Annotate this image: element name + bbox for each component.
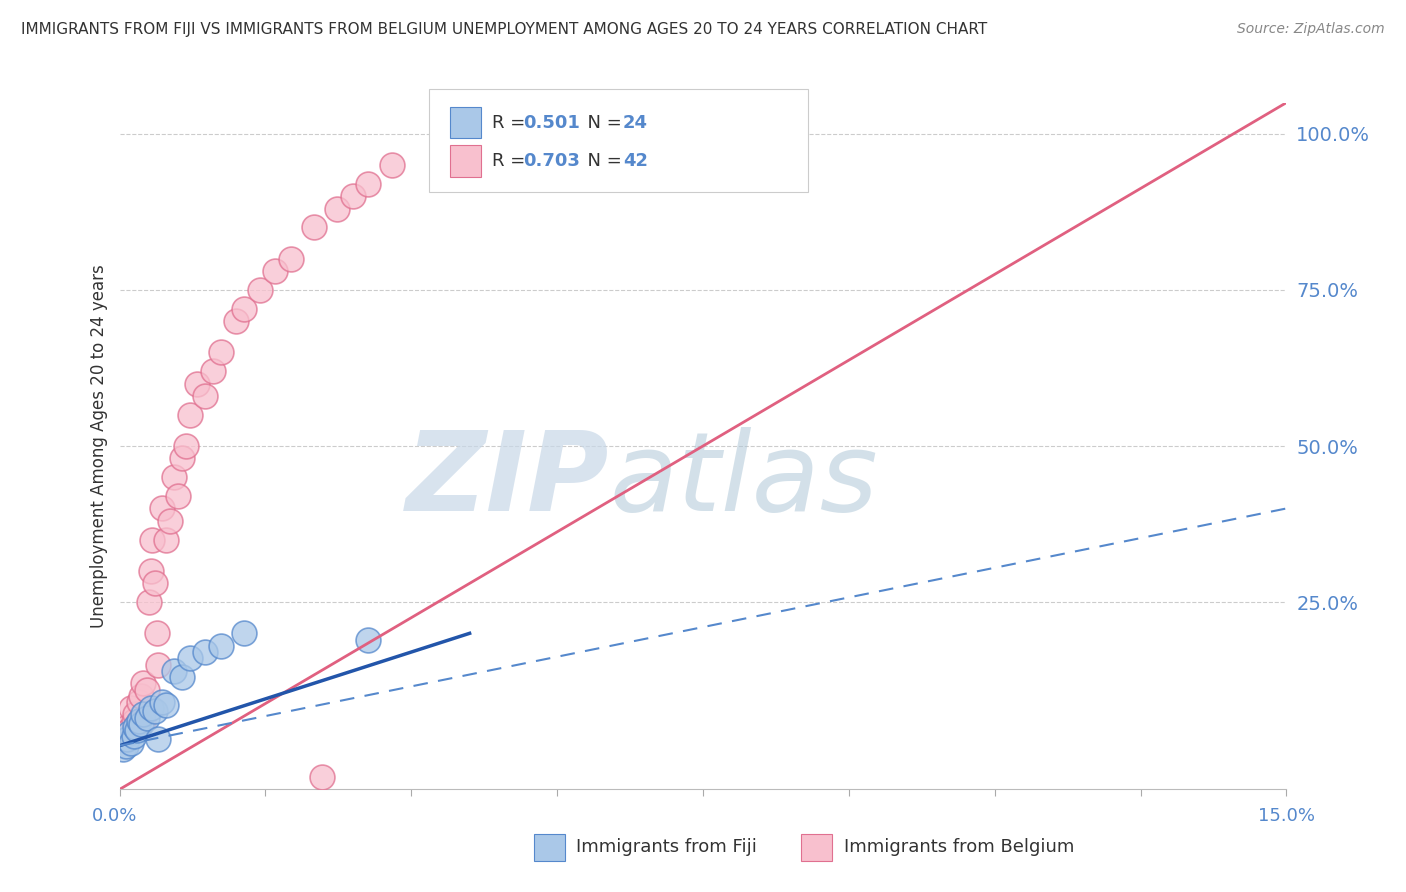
Point — [148, 657, 170, 672]
Point — [326, 202, 349, 216]
Text: Source: ZipAtlas.com: Source: ZipAtlas.com — [1237, 22, 1385, 37]
Point — [170, 670, 193, 684]
Point — [122, 730, 145, 744]
Point — [159, 514, 181, 528]
Point — [194, 645, 217, 659]
Y-axis label: Unemployment Among Ages 20 to 24 years: Unemployment Among Ages 20 to 24 years — [90, 264, 108, 628]
Point — [155, 533, 177, 547]
Point — [209, 639, 232, 653]
Point — [118, 723, 141, 737]
Point — [139, 701, 162, 715]
Point — [150, 501, 173, 516]
Text: R =: R = — [492, 152, 531, 170]
Point — [233, 626, 256, 640]
Point — [114, 739, 136, 753]
Point — [124, 707, 146, 722]
Point — [135, 710, 157, 724]
Text: ZIP: ZIP — [406, 427, 610, 533]
Point — [114, 726, 136, 740]
Point — [357, 177, 380, 191]
Point — [117, 720, 139, 734]
Point — [174, 439, 197, 453]
Point — [124, 720, 146, 734]
Point — [150, 695, 173, 709]
Text: atlas: atlas — [610, 427, 879, 533]
Point — [120, 735, 142, 749]
Point — [148, 732, 170, 747]
Point — [163, 664, 186, 678]
Text: 42: 42 — [623, 152, 648, 170]
Text: IMMIGRANTS FROM FIJI VS IMMIGRANTS FROM BELGIUM UNEMPLOYMENT AMONG AGES 20 TO 24: IMMIGRANTS FROM FIJI VS IMMIGRANTS FROM … — [21, 22, 987, 37]
Text: 0.501: 0.501 — [523, 113, 579, 132]
Text: N =: N = — [576, 152, 628, 170]
Point — [249, 283, 271, 297]
Point — [280, 252, 302, 266]
Point — [138, 595, 160, 609]
Point — [233, 301, 256, 316]
Point — [143, 705, 166, 719]
Point — [155, 698, 177, 712]
Point — [120, 701, 142, 715]
Text: Immigrants from Fiji: Immigrants from Fiji — [576, 838, 758, 856]
Text: R =: R = — [492, 113, 531, 132]
Point — [129, 689, 152, 703]
Point — [139, 564, 162, 578]
Text: 0.0%: 0.0% — [91, 807, 136, 825]
Point — [132, 676, 155, 690]
Text: 15.0%: 15.0% — [1257, 807, 1315, 825]
Point — [122, 714, 145, 728]
Point — [117, 732, 139, 747]
Point — [135, 682, 157, 697]
Point — [146, 626, 169, 640]
Point — [342, 189, 364, 203]
Point — [129, 717, 152, 731]
Point — [302, 220, 325, 235]
Point — [225, 314, 247, 328]
Point — [186, 376, 208, 391]
Point — [179, 651, 201, 665]
Point — [141, 533, 163, 547]
Point — [125, 717, 148, 731]
Point — [112, 742, 135, 756]
Text: 0.703: 0.703 — [523, 152, 579, 170]
Text: Immigrants from Belgium: Immigrants from Belgium — [844, 838, 1074, 856]
Point — [125, 723, 148, 737]
Point — [264, 264, 287, 278]
Point — [143, 576, 166, 591]
Point — [166, 489, 188, 503]
Text: N =: N = — [576, 113, 628, 132]
Point — [179, 408, 201, 422]
Point — [194, 389, 217, 403]
Point — [132, 707, 155, 722]
Point — [128, 714, 150, 728]
Point — [112, 732, 135, 747]
Point — [201, 364, 224, 378]
Point — [209, 345, 232, 359]
Point — [118, 726, 141, 740]
Point — [132, 714, 155, 728]
Point — [381, 158, 404, 172]
Text: 24: 24 — [623, 113, 648, 132]
Point — [357, 632, 380, 647]
Point — [163, 470, 186, 484]
Point — [170, 451, 193, 466]
Point — [311, 770, 333, 784]
Point — [128, 695, 150, 709]
